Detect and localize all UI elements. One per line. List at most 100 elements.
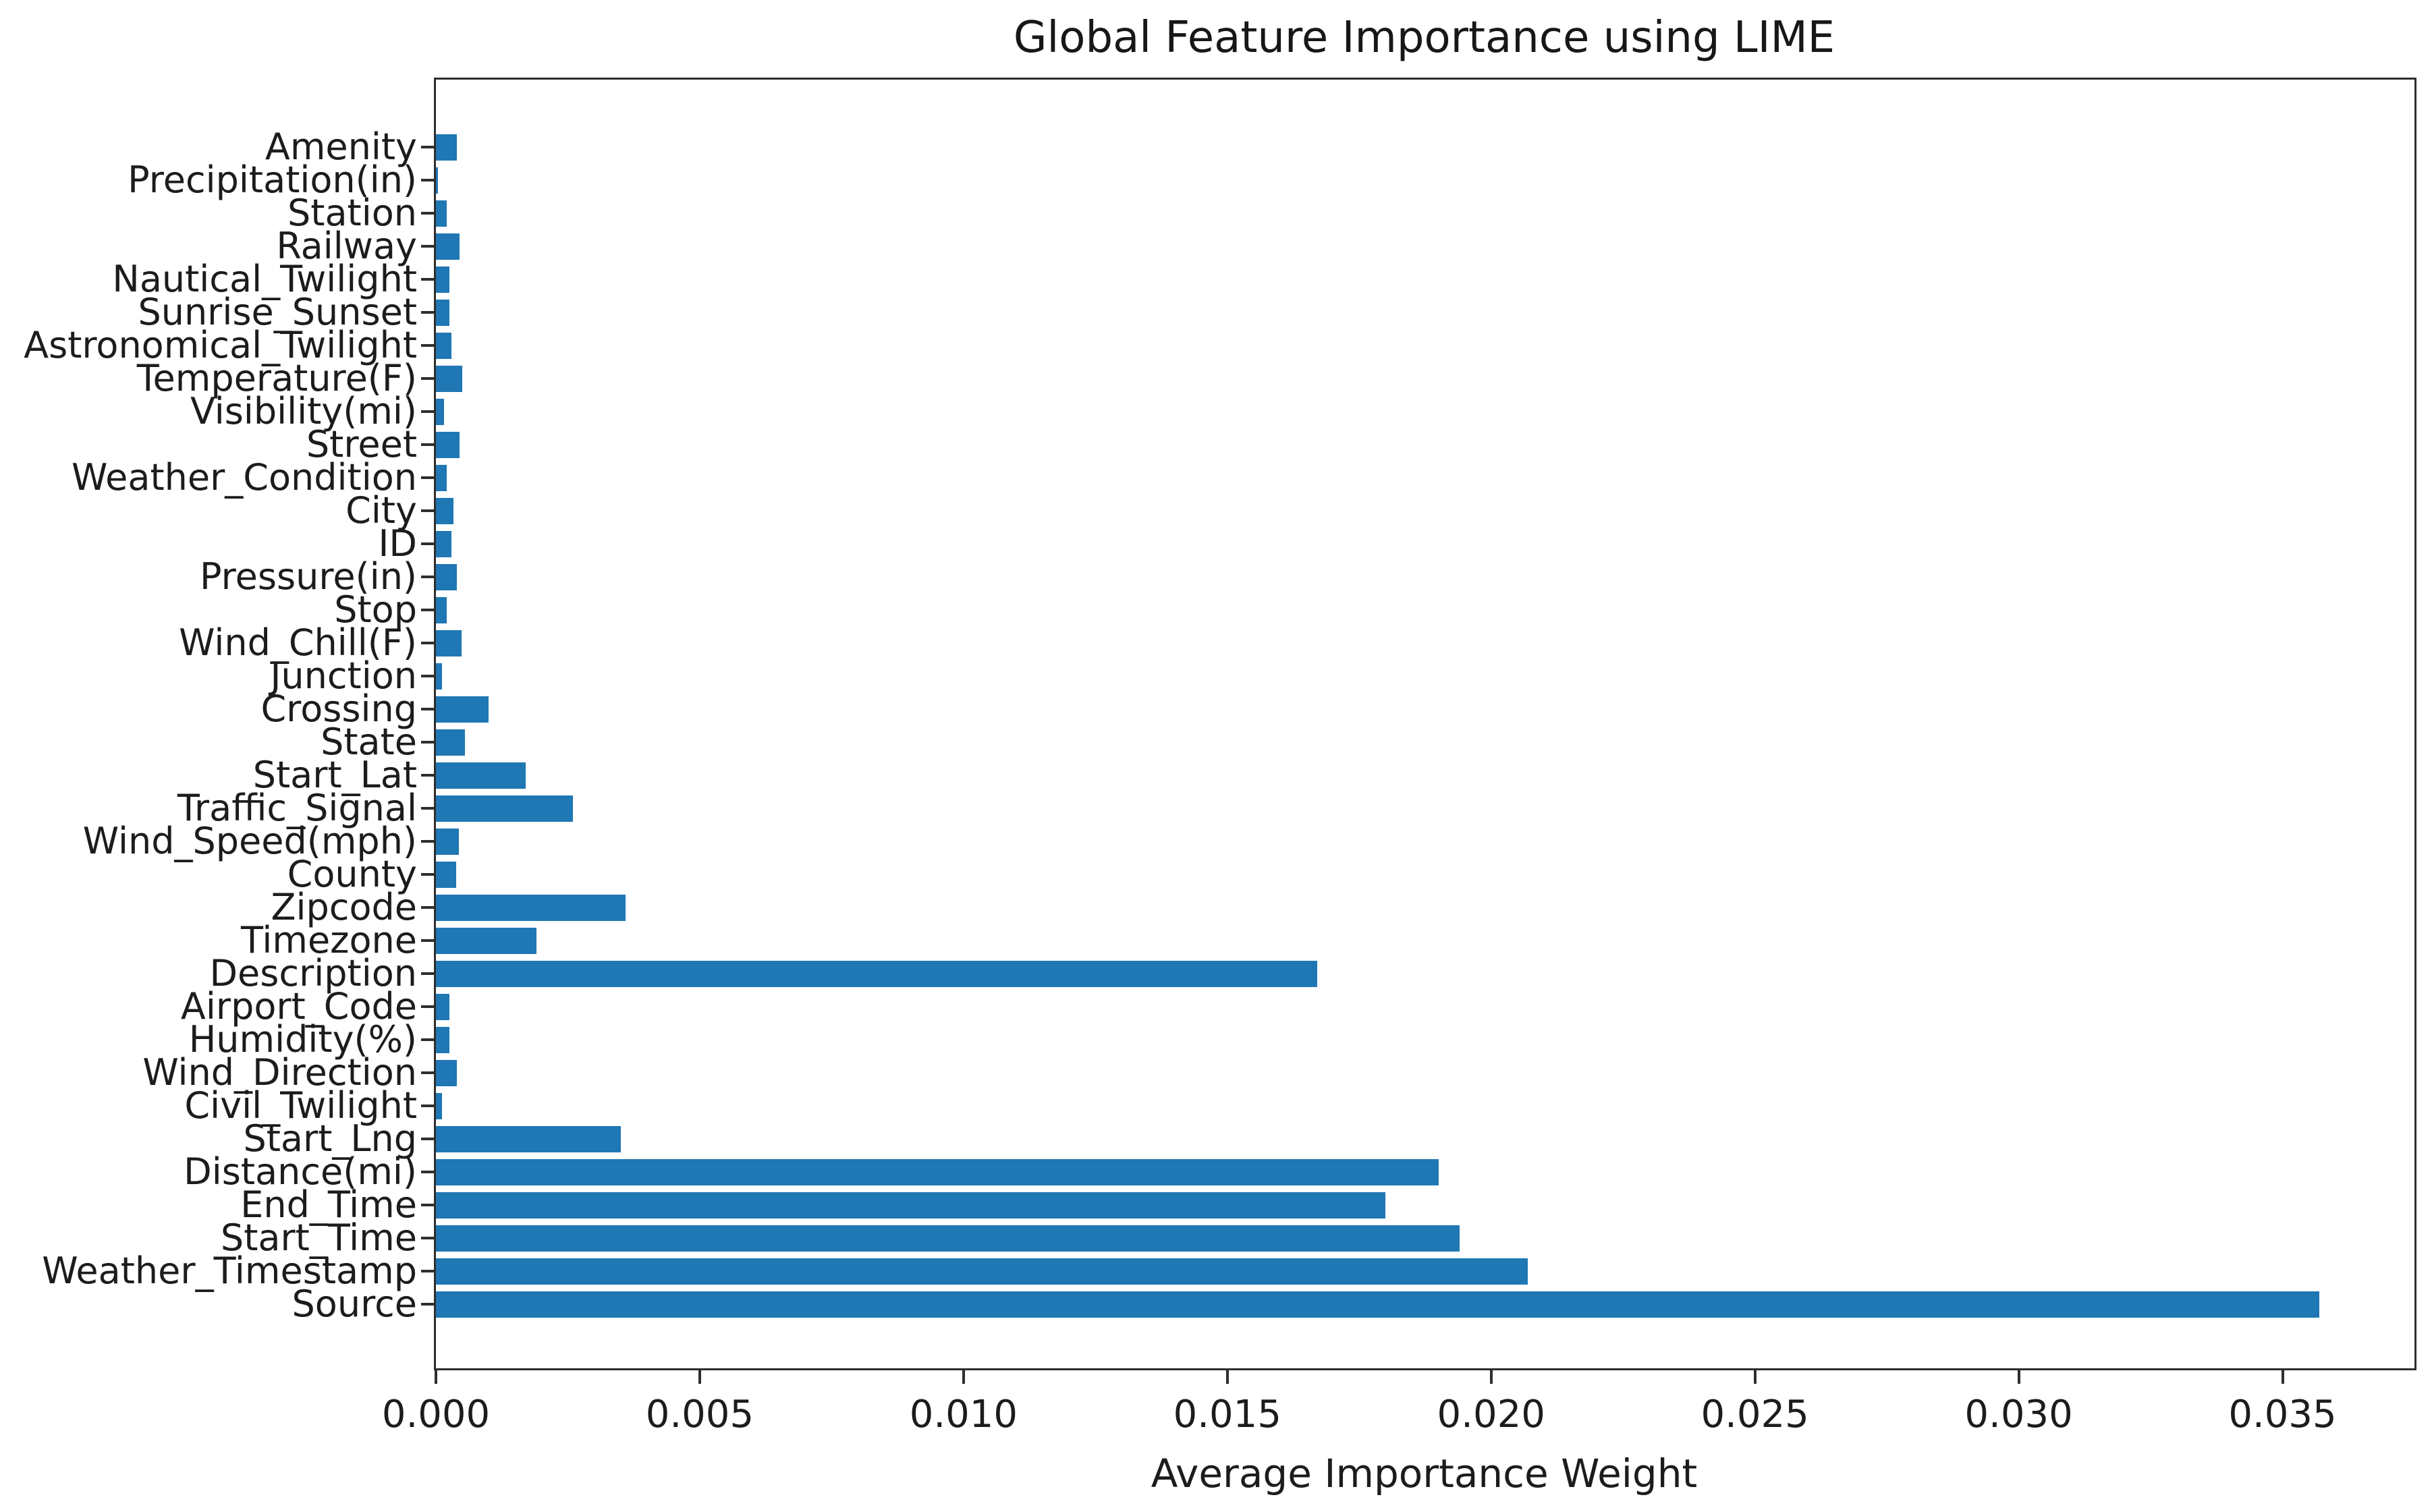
y-tick-mark xyxy=(421,906,434,909)
y-tick-label: Nautical_Twilight xyxy=(112,258,417,300)
y-tick-mark xyxy=(421,708,434,710)
chart-title: Global Feature Importance using LIME xyxy=(1013,13,1835,63)
bar xyxy=(436,861,456,888)
y-tick-label: Weather_Timestamp xyxy=(42,1250,417,1292)
x-tick-label: 0.020 xyxy=(1437,1393,1545,1436)
y-tick-label: End_Time xyxy=(240,1183,417,1226)
y-tick-label: Precipitation(in) xyxy=(128,159,417,201)
bar xyxy=(436,596,447,623)
bar xyxy=(436,663,442,690)
y-tick-mark xyxy=(421,873,434,876)
y-tick-mark xyxy=(421,344,434,347)
y-tick-label: Sunrise_Sunset xyxy=(138,291,417,333)
y-tick-mark xyxy=(421,675,434,677)
bar xyxy=(436,1158,1439,1185)
bar xyxy=(436,299,449,326)
y-tick-mark xyxy=(421,1237,434,1239)
x-tick-label: 0.005 xyxy=(645,1393,754,1436)
y-tick-mark xyxy=(421,1138,434,1140)
y-tick-mark xyxy=(421,1038,434,1041)
y-tick-label: Traffic_Signal xyxy=(177,787,417,829)
y-tick-mark xyxy=(421,443,434,446)
bar xyxy=(436,233,460,260)
bar xyxy=(436,828,459,855)
x-tick-mark xyxy=(1225,1370,1229,1384)
y-tick-label: Crossing xyxy=(260,688,417,730)
bar xyxy=(436,332,451,359)
bar xyxy=(436,167,438,194)
x-tick-mark xyxy=(2281,1370,2284,1384)
bar xyxy=(436,1026,449,1053)
bar xyxy=(436,1192,1385,1219)
x-tick-mark xyxy=(962,1370,965,1384)
y-tick-label: Start_Lat xyxy=(252,754,417,796)
y-tick-mark xyxy=(421,1104,434,1107)
bar xyxy=(436,729,465,756)
y-tick-mark xyxy=(421,509,434,512)
x-tick-mark xyxy=(1753,1370,1757,1384)
y-tick-mark xyxy=(421,212,434,215)
y-tick-label: Railway xyxy=(276,225,417,267)
y-tick-label: Wind_Direction xyxy=(142,1051,417,1094)
y-tick-label: Distance(mi) xyxy=(184,1150,417,1193)
y-tick-label: Temperature(F) xyxy=(136,357,417,399)
y-tick-label: Start_Lng xyxy=(243,1117,417,1160)
bar xyxy=(436,134,457,161)
x-tick-label: 0.025 xyxy=(1701,1393,1809,1436)
bar xyxy=(436,1125,621,1152)
bar xyxy=(436,696,489,723)
y-tick-mark xyxy=(421,972,434,975)
y-tick-label: Visibility(mi) xyxy=(190,390,417,432)
bar xyxy=(436,365,462,392)
y-tick-label: Wind_Chill(F) xyxy=(179,621,417,664)
y-tick-label: County xyxy=(287,853,417,895)
y-tick-label: Source xyxy=(292,1283,417,1325)
y-tick-label: Start_Time xyxy=(220,1216,417,1259)
bar xyxy=(436,894,626,921)
bar xyxy=(436,200,447,227)
y-tick-mark xyxy=(421,609,434,611)
bar xyxy=(436,762,526,789)
bar xyxy=(436,960,1317,987)
bar xyxy=(436,563,457,590)
y-tick-mark xyxy=(421,774,434,777)
y-tick-mark xyxy=(421,410,434,413)
bar xyxy=(436,530,451,557)
y-tick-label: City xyxy=(346,489,417,532)
x-tick-mark xyxy=(435,1370,437,1384)
y-tick-label: Weather_Condition xyxy=(71,456,417,499)
x-tick-label: 0.010 xyxy=(909,1393,1018,1436)
bar xyxy=(436,927,536,954)
y-tick-mark xyxy=(421,1204,434,1206)
y-tick-label: Stop xyxy=(334,588,417,631)
bar xyxy=(436,398,444,425)
y-tick-label: Zipcode xyxy=(271,886,417,928)
bar xyxy=(436,497,453,524)
y-tick-mark xyxy=(421,278,434,281)
y-tick-mark xyxy=(421,476,434,479)
x-tick-mark xyxy=(2017,1370,2020,1384)
plot-area xyxy=(434,78,2416,1370)
y-tick-label: Amenity xyxy=(265,125,417,168)
y-tick-mark xyxy=(421,1005,434,1008)
y-tick-mark xyxy=(421,840,434,843)
y-tick-mark xyxy=(421,741,434,744)
y-tick-mark xyxy=(421,1270,434,1272)
bar xyxy=(436,993,449,1020)
y-tick-mark xyxy=(421,245,434,248)
bar xyxy=(436,1092,442,1119)
y-tick-label: Wind_Speed(mph) xyxy=(82,820,417,862)
x-tick-label: 0.030 xyxy=(1964,1393,2073,1436)
y-tick-mark xyxy=(421,807,434,810)
bar xyxy=(436,266,449,293)
y-tick-mark xyxy=(421,377,434,380)
y-tick-label: Humidity(%) xyxy=(188,1018,417,1061)
y-tick-label: Pressure(in) xyxy=(200,555,417,598)
y-tick-mark xyxy=(421,179,434,181)
bar xyxy=(436,629,462,656)
bar xyxy=(436,1225,1460,1252)
y-tick-label: Station xyxy=(287,192,417,234)
x-tick-label: 0.015 xyxy=(1173,1393,1281,1436)
y-tick-mark xyxy=(421,146,434,148)
